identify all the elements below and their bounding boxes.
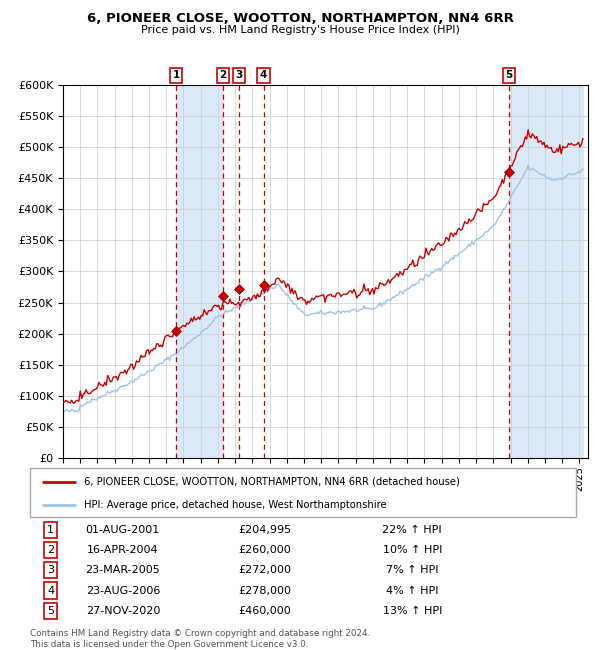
FancyBboxPatch shape bbox=[30, 468, 576, 517]
Text: 4: 4 bbox=[260, 70, 267, 81]
Bar bbox=[176, 84, 223, 458]
Text: 4% ↑ HPI: 4% ↑ HPI bbox=[386, 586, 439, 595]
Text: 2: 2 bbox=[219, 70, 227, 81]
Bar bbox=[509, 84, 583, 458]
Text: 2: 2 bbox=[47, 545, 55, 555]
Text: £204,995: £204,995 bbox=[238, 525, 292, 535]
Text: This data is licensed under the Open Government Licence v3.0.: This data is licensed under the Open Gov… bbox=[30, 640, 308, 649]
Text: HPI: Average price, detached house, West Northamptonshire: HPI: Average price, detached house, West… bbox=[83, 500, 386, 510]
Text: 1: 1 bbox=[47, 525, 54, 535]
Text: 10% ↑ HPI: 10% ↑ HPI bbox=[383, 545, 442, 555]
Text: 6, PIONEER CLOSE, WOOTTON, NORTHAMPTON, NN4 6RR: 6, PIONEER CLOSE, WOOTTON, NORTHAMPTON, … bbox=[86, 12, 514, 25]
Text: £278,000: £278,000 bbox=[238, 586, 291, 595]
Text: 01-AUG-2001: 01-AUG-2001 bbox=[86, 525, 160, 535]
Text: 16-APR-2004: 16-APR-2004 bbox=[87, 545, 158, 555]
Text: 4: 4 bbox=[47, 586, 55, 595]
Text: Price paid vs. HM Land Registry's House Price Index (HPI): Price paid vs. HM Land Registry's House … bbox=[140, 25, 460, 34]
Text: 13% ↑ HPI: 13% ↑ HPI bbox=[383, 606, 442, 616]
Text: 23-MAR-2005: 23-MAR-2005 bbox=[85, 566, 160, 575]
Text: 1: 1 bbox=[173, 70, 180, 81]
Text: 5: 5 bbox=[505, 70, 512, 81]
Text: Contains HM Land Registry data © Crown copyright and database right 2024.: Contains HM Land Registry data © Crown c… bbox=[30, 629, 370, 638]
Text: £460,000: £460,000 bbox=[238, 606, 291, 616]
Text: 5: 5 bbox=[47, 606, 54, 616]
Text: 7% ↑ HPI: 7% ↑ HPI bbox=[386, 566, 439, 575]
Text: 23-AUG-2006: 23-AUG-2006 bbox=[86, 586, 160, 595]
Text: 22% ↑ HPI: 22% ↑ HPI bbox=[382, 525, 442, 535]
Text: £272,000: £272,000 bbox=[238, 566, 291, 575]
Text: £260,000: £260,000 bbox=[238, 545, 291, 555]
Text: 3: 3 bbox=[235, 70, 243, 81]
Text: 27-NOV-2020: 27-NOV-2020 bbox=[86, 606, 160, 616]
Text: 6, PIONEER CLOSE, WOOTTON, NORTHAMPTON, NN4 6RR (detached house): 6, PIONEER CLOSE, WOOTTON, NORTHAMPTON, … bbox=[83, 476, 460, 487]
Text: 3: 3 bbox=[47, 566, 54, 575]
